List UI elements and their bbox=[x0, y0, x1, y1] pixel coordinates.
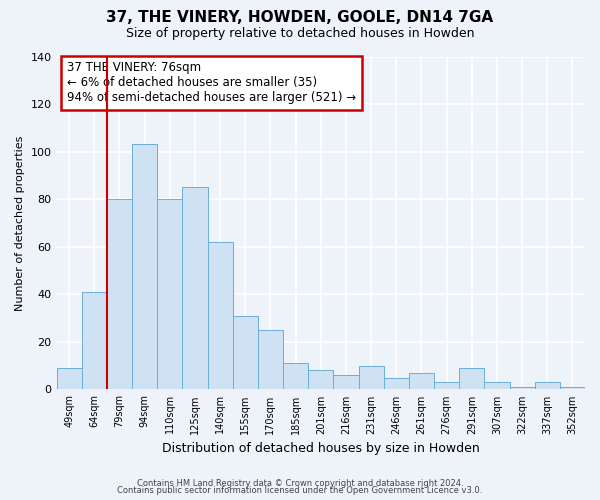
Bar bbox=[484, 382, 509, 390]
Bar bbox=[258, 330, 283, 390]
Y-axis label: Number of detached properties: Number of detached properties bbox=[15, 136, 25, 310]
X-axis label: Distribution of detached houses by size in Howden: Distribution of detached houses by size … bbox=[162, 442, 479, 455]
Bar bbox=[308, 370, 334, 390]
Text: Contains public sector information licensed under the Open Government Licence v3: Contains public sector information licen… bbox=[118, 486, 482, 495]
Bar bbox=[157, 199, 182, 390]
Bar bbox=[334, 375, 359, 390]
Text: Contains HM Land Registry data © Crown copyright and database right 2024.: Contains HM Land Registry data © Crown c… bbox=[137, 478, 463, 488]
Bar bbox=[82, 292, 107, 390]
Bar bbox=[107, 199, 132, 390]
Bar bbox=[383, 378, 409, 390]
Bar bbox=[359, 366, 383, 390]
Bar bbox=[509, 387, 535, 390]
Bar bbox=[283, 364, 308, 390]
Text: Size of property relative to detached houses in Howden: Size of property relative to detached ho… bbox=[126, 28, 474, 40]
Bar bbox=[56, 368, 82, 390]
Text: 37 THE VINERY: 76sqm
← 6% of detached houses are smaller (35)
94% of semi-detach: 37 THE VINERY: 76sqm ← 6% of detached ho… bbox=[67, 62, 356, 104]
Bar bbox=[409, 373, 434, 390]
Bar bbox=[132, 144, 157, 390]
Bar bbox=[535, 382, 560, 390]
Bar bbox=[560, 387, 585, 390]
Text: 37, THE VINERY, HOWDEN, GOOLE, DN14 7GA: 37, THE VINERY, HOWDEN, GOOLE, DN14 7GA bbox=[106, 10, 494, 25]
Bar bbox=[233, 316, 258, 390]
Bar bbox=[208, 242, 233, 390]
Bar bbox=[459, 368, 484, 390]
Bar bbox=[434, 382, 459, 390]
Bar bbox=[182, 188, 208, 390]
